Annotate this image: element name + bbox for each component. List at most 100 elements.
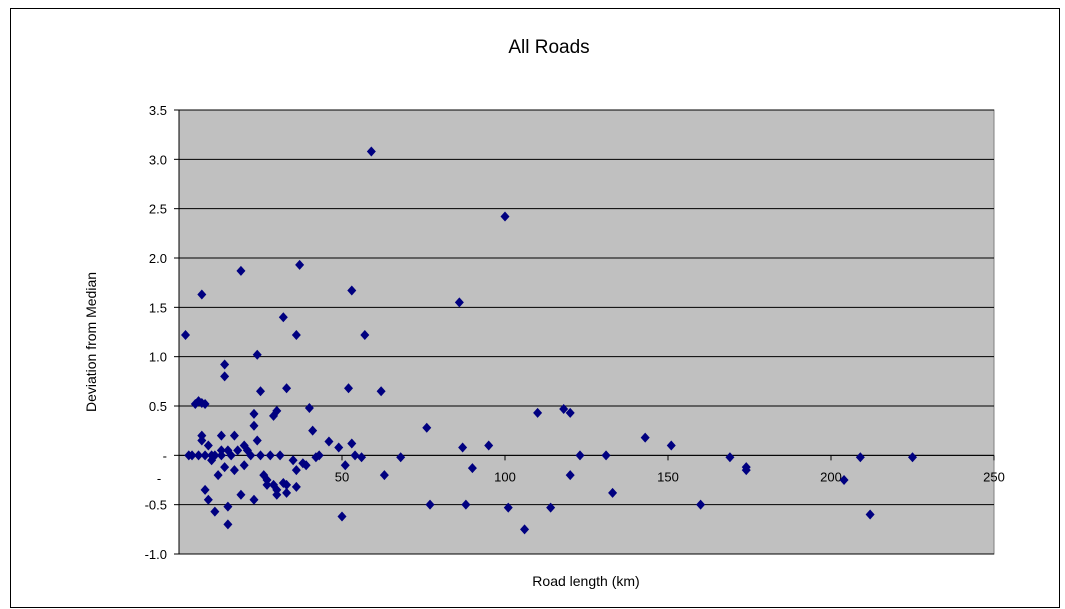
data-point (197, 289, 207, 300)
y-tick-label: 3.5 (149, 103, 167, 118)
data-point (278, 312, 288, 323)
data-point (520, 524, 530, 535)
data-point (347, 285, 357, 296)
data-point (503, 502, 513, 513)
data-point (608, 487, 618, 498)
data-point (226, 450, 236, 461)
data-point (282, 479, 292, 490)
data-point (467, 463, 477, 474)
data-point (249, 408, 259, 419)
data-point (246, 450, 256, 461)
data-point (197, 435, 207, 446)
x-tick-label: 50 (335, 469, 349, 484)
data-point (500, 211, 510, 222)
data-point (288, 455, 298, 466)
data-point (575, 450, 585, 461)
data-point (249, 494, 259, 505)
data-point (282, 383, 292, 394)
chart-frame: All Roads -1.0 -0.5-0.5 1.0 1.5 2.0 2.5 3.0 3.5… (10, 8, 1060, 608)
data-point (422, 422, 432, 433)
data-point (454, 297, 464, 308)
data-point (256, 386, 265, 397)
y-tick-label: 2.0 (149, 251, 167, 266)
data-point (223, 519, 233, 530)
data-point (210, 506, 220, 517)
data-point (301, 460, 311, 471)
data-point (366, 146, 376, 157)
data-point (200, 484, 210, 495)
y-tick-label: 3.0 (149, 152, 167, 167)
data-point (239, 460, 249, 471)
data-point (559, 403, 569, 414)
data-point (200, 450, 210, 461)
data-point (216, 450, 226, 461)
data-point (220, 359, 230, 370)
data-point (640, 432, 650, 443)
data-point (213, 470, 223, 481)
y-tick-label: 1.5 (149, 300, 167, 315)
data-point (259, 470, 269, 481)
y-tick-labels: -1.0-0.5-0.51.01.52.02.53.03.5 (145, 103, 167, 562)
data-point (533, 407, 543, 418)
data-point (265, 450, 275, 461)
data-point (203, 494, 213, 505)
data-point (340, 460, 350, 471)
data-point (376, 386, 386, 397)
data-point (601, 450, 611, 461)
data-point (379, 470, 389, 481)
plot-area (178, 109, 995, 555)
data-points (181, 146, 917, 535)
data-point (203, 440, 213, 451)
data-point (236, 489, 246, 500)
data-point (839, 475, 849, 485)
data-point (220, 371, 230, 382)
zero-line-dash-label: - (157, 471, 161, 486)
data-point (357, 452, 367, 463)
data-point (220, 462, 230, 473)
data-point (275, 450, 285, 461)
data-point (666, 440, 676, 451)
data-point (908, 452, 917, 463)
x-axis-title: Road length (km) (532, 573, 639, 589)
data-point (461, 499, 471, 510)
data-point (223, 501, 233, 512)
data-point (291, 465, 301, 476)
data-point (229, 465, 239, 476)
data-point (458, 442, 468, 453)
data-point (425, 499, 435, 510)
data-point (216, 430, 226, 441)
data-point (295, 259, 305, 270)
data-point (256, 450, 265, 461)
data-point (484, 440, 494, 451)
x-tick-label: 250 (983, 469, 1005, 484)
data-point (344, 383, 354, 394)
data-point (360, 329, 370, 340)
x-tick-label: 100 (494, 469, 516, 484)
y-tick-label: -0.5 (145, 498, 167, 513)
data-point (272, 484, 282, 495)
data-point (308, 425, 318, 436)
data-point (291, 481, 301, 492)
data-point (229, 430, 239, 441)
x-tick-label: 150 (657, 469, 679, 484)
data-point (249, 420, 259, 431)
x-tick-labels: 50 100 150 200 250 (335, 469, 1005, 484)
data-point (334, 442, 344, 453)
scatter-chart: All Roads -1.0-0.5-0.51.01.52.02.53.03.5… (83, 37, 1005, 589)
data-point (252, 435, 262, 446)
data-point (324, 436, 334, 447)
y-tick-label: - (163, 448, 167, 463)
data-point (396, 452, 406, 463)
data-point (350, 450, 360, 461)
y-tick-label: -1.0 (145, 547, 167, 562)
y-axis-title: Deviation from Median (83, 272, 99, 412)
chart-title: All Roads (508, 37, 589, 58)
data-point (282, 487, 292, 498)
data-point (236, 265, 246, 276)
data-point (210, 450, 220, 461)
data-point (855, 452, 865, 463)
x-tick-label: 200 (820, 469, 842, 484)
data-point (337, 511, 347, 522)
data-point (194, 450, 204, 461)
y-tick-label: 1.0 (149, 350, 167, 365)
